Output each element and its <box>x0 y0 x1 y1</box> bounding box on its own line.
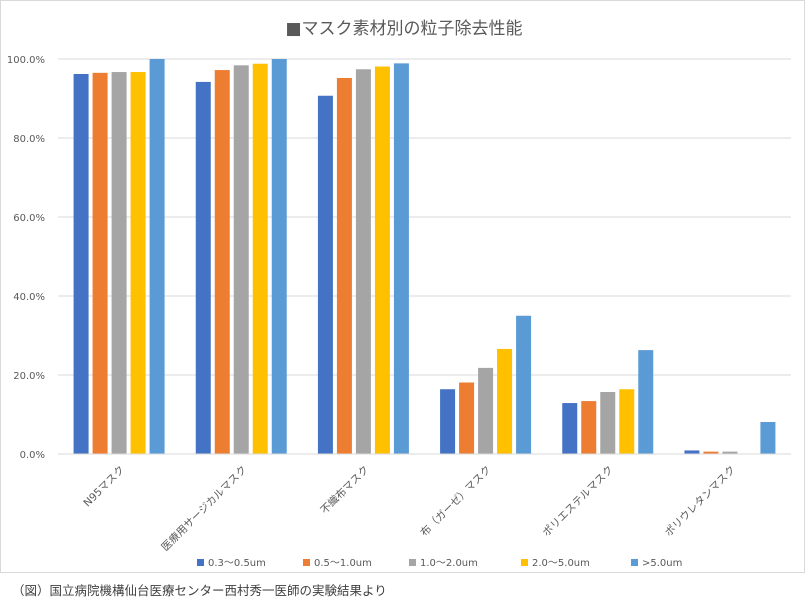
bar <box>149 59 165 454</box>
bar <box>355 69 371 455</box>
category-label: ポリエステルマスク <box>541 464 616 539</box>
bar <box>638 350 654 454</box>
bar <box>440 389 456 454</box>
legend-swatch <box>303 559 310 566</box>
bar <box>233 65 249 454</box>
bar <box>497 348 513 454</box>
y-axis-ticks: 0.0% 20.0% 40.0% 60.0% 80.0% 100.0% <box>7 55 45 461</box>
legend: 0.3〜0.5um 0.5〜1.0um 1.0〜2.0um 2.0〜5.0um >5.0… <box>197 558 682 569</box>
category-label: 布（ガーゼ）マスク <box>418 464 493 539</box>
bar <box>459 382 475 454</box>
y-tick-label: 80.0% <box>13 134 45 145</box>
legend-label: 2.0〜5.0um <box>532 558 590 569</box>
chart-area: ■マスク素材別の粒子除去性能 0.0% 20.0% 40.0% 60.0% 80.0% 1… <box>0 0 805 573</box>
legend-item: 1.0〜2.0um <box>409 558 478 569</box>
bar <box>252 63 268 455</box>
bar <box>478 367 494 454</box>
legend-label: 1.0〜2.0um <box>420 558 478 569</box>
bar <box>73 74 89 454</box>
category-label: 不織布マスク <box>318 463 372 517</box>
bar <box>130 72 146 454</box>
bar <box>562 403 578 454</box>
category-labels: N95マスク 医療用サージカルマスク 不織布マスク 布（ガーゼ）マスク ポリエステルマス… <box>81 463 738 554</box>
chart-title: ■マスク素材別の粒子除去性能 <box>285 19 522 39</box>
y-tick-label: 40.0% <box>13 292 45 303</box>
bar-chart: ■マスク素材別の粒子除去性能 0.0% 20.0% 40.0% 60.0% 80.0% 1… <box>7 19 791 569</box>
legend-item: 0.3〜0.5um <box>197 558 266 569</box>
bar <box>336 77 352 455</box>
bar <box>92 72 108 454</box>
y-tick-label: 100.0% <box>7 55 45 66</box>
legend-swatch <box>631 559 638 566</box>
bar <box>703 451 719 454</box>
bar <box>214 70 230 454</box>
bar <box>374 66 390 454</box>
bar <box>581 401 597 454</box>
category-label: N95マスク <box>81 464 127 510</box>
bar <box>619 389 635 454</box>
bar <box>722 451 738 454</box>
legend-label: 0.5〜1.0um <box>314 558 372 569</box>
gridlines <box>58 58 791 376</box>
y-tick-label: 60.0% <box>13 213 45 224</box>
bar <box>760 422 776 454</box>
legend-swatch <box>409 559 416 566</box>
legend-swatch <box>197 559 204 566</box>
legend-label: 0.3〜0.5um <box>208 558 266 569</box>
y-tick-label: 0.0% <box>20 450 45 461</box>
y-tick-label: 20.0% <box>13 371 45 382</box>
bars <box>73 59 776 455</box>
bar <box>684 450 700 454</box>
bar <box>516 315 532 454</box>
legend-item: 0.5〜1.0um <box>303 558 372 569</box>
category-label: 医療用サージカルマスク <box>159 463 250 554</box>
legend-item: >5.0um <box>631 558 682 569</box>
category-label: ポリウレタンマスク <box>663 464 738 539</box>
source-caption: （図）国立病院機構仙台医療センター西村秀一医師の実験結果より <box>12 583 387 598</box>
bar <box>600 391 616 454</box>
bar <box>393 63 409 454</box>
bar <box>195 81 211 454</box>
legend-label: >5.0um <box>642 558 682 569</box>
bar <box>111 72 127 454</box>
bar <box>271 59 287 454</box>
legend-item: 2.0〜5.0um <box>521 558 590 569</box>
bar <box>317 95 333 455</box>
legend-swatch <box>521 559 528 566</box>
